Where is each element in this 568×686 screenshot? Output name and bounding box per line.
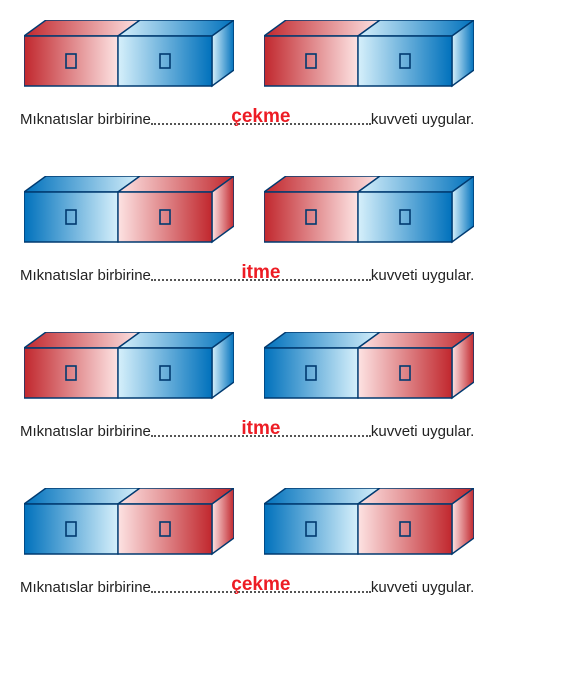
answer-blank: çekme bbox=[151, 576, 371, 594]
magnets-pair bbox=[20, 332, 548, 406]
magnets-pair bbox=[20, 176, 548, 250]
sentence-suffix: kuvveti uygular. bbox=[371, 579, 474, 596]
magnet-left bbox=[24, 20, 234, 94]
magnet-left bbox=[24, 488, 234, 562]
magnet-right bbox=[264, 488, 474, 562]
sentence: Mıknatıslar birbirine çekme kuvveti uygu… bbox=[20, 108, 560, 128]
answer-blank: itme bbox=[151, 264, 371, 282]
magnet-left bbox=[24, 176, 234, 250]
magnet-right bbox=[264, 332, 474, 406]
answer-text: çekme bbox=[231, 106, 290, 127]
answer-blank: itme bbox=[151, 420, 371, 438]
sentence: Mıknatıslar birbirine itme kuvveti uygul… bbox=[20, 264, 560, 284]
answer-text: itme bbox=[241, 418, 280, 439]
sentence-suffix: kuvveti uygular. bbox=[371, 267, 474, 284]
answer-text: itme bbox=[241, 262, 280, 283]
magnet-row: Mıknatıslar birbirine çekme kuvveti uygu… bbox=[20, 20, 548, 128]
magnet-row: Mıknatıslar birbirine itme kuvveti uygul… bbox=[20, 332, 548, 440]
sentence: Mıknatıslar birbirine itme kuvveti uygul… bbox=[20, 420, 560, 440]
sentence-suffix: kuvveti uygular. bbox=[371, 111, 474, 128]
sentence-prefix: Mıknatıslar birbirine bbox=[20, 111, 151, 128]
answer-text: çekme bbox=[231, 574, 290, 595]
answer-blank: çekme bbox=[151, 108, 371, 126]
sentence: Mıknatıslar birbirine çekme kuvveti uygu… bbox=[20, 576, 560, 596]
magnet-left bbox=[24, 332, 234, 406]
magnet-row: Mıknatıslar birbirine çekme kuvveti uygu… bbox=[20, 488, 548, 596]
sentence-prefix: Mıknatıslar birbirine bbox=[20, 579, 151, 596]
sentence-suffix: kuvveti uygular. bbox=[371, 423, 474, 440]
magnets-pair bbox=[20, 488, 548, 562]
magnet-row: Mıknatıslar birbirine itme kuvveti uygul… bbox=[20, 176, 548, 284]
sentence-prefix: Mıknatıslar birbirine bbox=[20, 423, 151, 440]
magnet-right bbox=[264, 20, 474, 94]
magnets-pair bbox=[20, 20, 548, 94]
magnet-right bbox=[264, 176, 474, 250]
sentence-prefix: Mıknatıslar birbirine bbox=[20, 267, 151, 284]
